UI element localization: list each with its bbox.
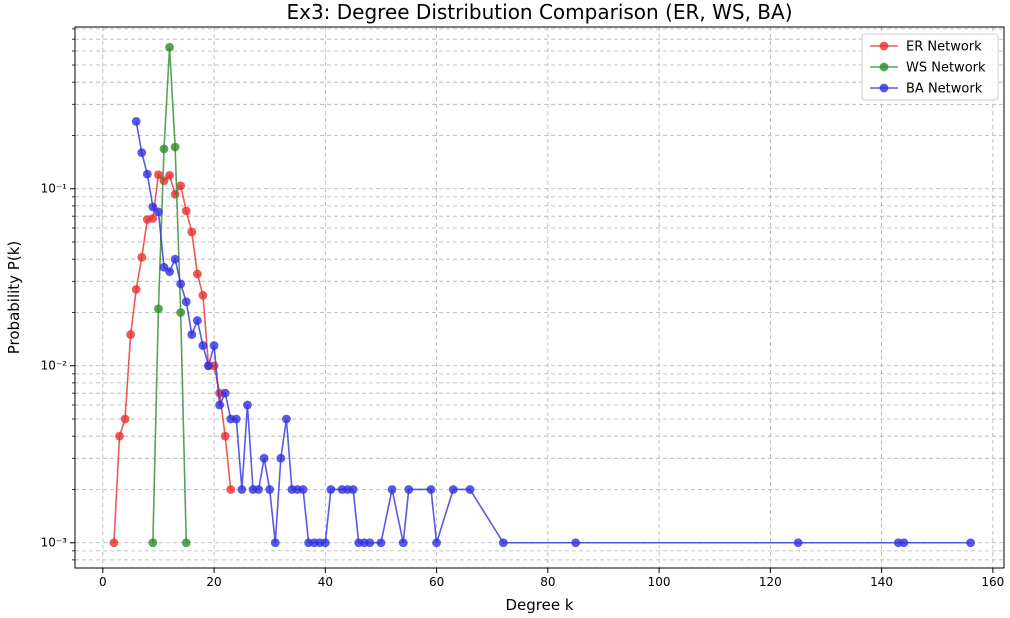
legend-swatch-marker xyxy=(879,83,889,93)
series-ba-network xyxy=(131,117,976,548)
data-point xyxy=(365,538,375,548)
data-point xyxy=(320,538,330,548)
data-point xyxy=(148,213,158,223)
x-tick-label: 160 xyxy=(981,575,1004,589)
data-point xyxy=(159,144,169,154)
data-point xyxy=(226,485,236,494)
data-point xyxy=(298,485,308,494)
data-point xyxy=(148,538,158,548)
plot-frame xyxy=(74,26,1005,569)
data-point xyxy=(181,538,191,548)
data-point xyxy=(109,538,119,548)
legend-box xyxy=(861,33,999,101)
data-point xyxy=(966,538,976,548)
data-point xyxy=(137,148,147,158)
data-point xyxy=(154,207,163,217)
x-axis-label: Degree k xyxy=(505,596,573,614)
data-point xyxy=(170,189,180,199)
legend-entry-label: ER Network xyxy=(906,40,982,55)
data-point xyxy=(404,485,414,494)
series-ws-network xyxy=(148,42,191,548)
data-point xyxy=(192,316,202,325)
data-point xyxy=(159,176,169,186)
data-point xyxy=(281,414,291,424)
x-tick-label: 100 xyxy=(648,575,671,589)
data-point xyxy=(571,538,581,548)
data-point xyxy=(154,304,163,314)
legend: ER Network WS Network BA Network xyxy=(861,33,999,101)
x-tick-label: 120 xyxy=(759,575,782,589)
data-point xyxy=(265,485,275,494)
x-tick-label: 80 xyxy=(540,575,555,589)
data-point xyxy=(215,400,225,410)
data-point xyxy=(176,181,186,191)
data-point xyxy=(142,169,152,179)
data-point xyxy=(176,279,186,289)
data-point xyxy=(115,431,124,441)
legend-swatch-marker xyxy=(879,41,889,51)
x-tick-label: 20 xyxy=(206,575,221,589)
data-point xyxy=(120,414,130,424)
x-tick-label: 60 xyxy=(429,575,444,589)
data-point xyxy=(204,361,213,371)
data-point xyxy=(259,453,269,463)
data-point xyxy=(131,284,141,294)
data-point xyxy=(198,341,208,350)
data-point xyxy=(426,485,436,494)
data-point xyxy=(498,538,508,548)
series-layer xyxy=(109,42,976,548)
data-point xyxy=(376,538,386,548)
data-point xyxy=(276,453,286,463)
y-tick-label: 10⁻¹ xyxy=(41,182,68,196)
data-point xyxy=(137,252,147,262)
data-point xyxy=(326,485,336,494)
data-point xyxy=(131,117,141,126)
legend-entry-label: WS Network xyxy=(906,61,986,76)
series-er-network xyxy=(109,170,236,548)
legend-entry-label: BA Network xyxy=(906,82,983,97)
legend-swatch-marker xyxy=(879,62,889,72)
data-point xyxy=(398,538,408,548)
grid-lines xyxy=(75,27,1004,568)
data-point xyxy=(387,485,397,494)
data-point xyxy=(187,330,197,339)
data-point xyxy=(187,227,197,237)
x-tick-label: 0 xyxy=(99,575,107,589)
data-point xyxy=(209,341,219,350)
y-axis-label: Probability P(k) xyxy=(5,241,23,355)
data-point xyxy=(448,485,458,494)
data-point xyxy=(192,269,202,279)
x-tick-label: 40 xyxy=(318,575,333,589)
data-point xyxy=(899,538,909,548)
data-point xyxy=(231,414,241,424)
data-point xyxy=(237,485,247,494)
data-point xyxy=(170,142,180,152)
data-point xyxy=(170,254,180,264)
data-point xyxy=(126,330,136,339)
data-point xyxy=(270,538,280,548)
data-point xyxy=(181,206,191,216)
data-point xyxy=(165,170,174,180)
data-point xyxy=(348,485,358,494)
data-point xyxy=(165,267,174,277)
data-point xyxy=(243,400,252,410)
data-point xyxy=(181,297,191,307)
y-tick-label: 10⁻² xyxy=(41,359,68,373)
x-tick-label: 140 xyxy=(870,575,893,589)
axis-ticks: 0 20 40 60 80 100 120 140 160 10⁻³ 10⁻² 10⁻¹ xyxy=(41,28,1004,589)
data-point xyxy=(793,538,803,548)
data-point xyxy=(176,308,186,317)
data-point xyxy=(254,485,263,494)
y-tick-label: 10⁻³ xyxy=(41,536,68,550)
data-point xyxy=(220,431,230,441)
data-point xyxy=(220,388,230,398)
chart-title: Ex3: Degree Distribution Comparison (ER,… xyxy=(286,0,792,24)
data-point xyxy=(165,42,174,52)
data-point xyxy=(432,538,441,548)
data-point xyxy=(465,485,475,494)
data-point xyxy=(154,170,163,180)
data-point xyxy=(198,290,208,300)
